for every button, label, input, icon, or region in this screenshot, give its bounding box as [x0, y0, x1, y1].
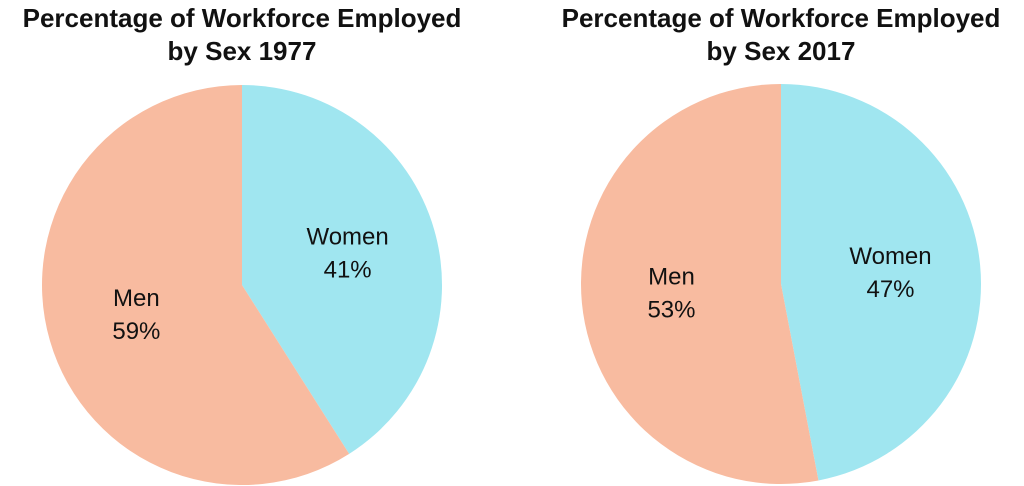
slice-value-label: 47%	[866, 276, 914, 303]
pie-slice	[581, 84, 819, 484]
chart-title: Percentage of Workforce Employed by Sex …	[561, 3, 1001, 66]
slice-label: Women	[849, 243, 931, 270]
pie-slice	[242, 85, 442, 454]
slice-label: Women	[306, 224, 388, 251]
slice-value-label: 53%	[647, 297, 695, 324]
slice-label: Men	[648, 264, 695, 291]
pie-slice	[41, 85, 350, 485]
slice-value-label: 59%	[112, 318, 160, 345]
pie-slice	[781, 84, 981, 481]
chart-title: Percentage of Workforce Employed by Sex …	[22, 3, 462, 66]
slice-value-label: 41%	[324, 257, 372, 284]
slice-label: Men	[113, 285, 160, 312]
